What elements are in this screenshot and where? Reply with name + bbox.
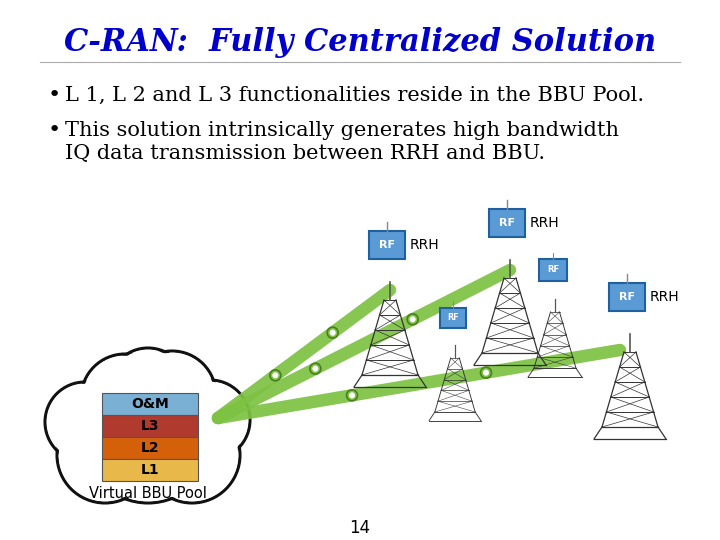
Circle shape bbox=[72, 379, 144, 451]
Circle shape bbox=[48, 384, 122, 460]
Text: •: • bbox=[48, 85, 61, 105]
Circle shape bbox=[86, 375, 210, 501]
Circle shape bbox=[144, 407, 240, 503]
FancyBboxPatch shape bbox=[609, 283, 645, 311]
Text: L3: L3 bbox=[140, 419, 159, 433]
Text: IQ data transmission between RRH and BBU.: IQ data transmission between RRH and BBU… bbox=[65, 144, 545, 163]
Circle shape bbox=[81, 354, 169, 442]
Circle shape bbox=[146, 409, 238, 501]
Circle shape bbox=[45, 382, 125, 462]
Bar bbox=[102, 459, 198, 481]
Text: L1: L1 bbox=[140, 463, 159, 477]
Circle shape bbox=[346, 390, 358, 401]
FancyBboxPatch shape bbox=[440, 308, 467, 328]
Circle shape bbox=[57, 407, 153, 503]
FancyBboxPatch shape bbox=[369, 231, 405, 259]
Text: This solution intrinsically generates high bandwidth: This solution intrinsically generates hi… bbox=[65, 120, 619, 139]
Circle shape bbox=[108, 348, 188, 428]
Text: RF: RF bbox=[447, 314, 459, 322]
Circle shape bbox=[327, 327, 338, 338]
Text: •: • bbox=[48, 120, 61, 140]
Text: RF: RF bbox=[379, 240, 395, 250]
Circle shape bbox=[152, 379, 224, 451]
Text: L 1, L 2 and L 3 functionalities reside in the BBU Pool.: L 1, L 2 and L 3 functionalities reside … bbox=[65, 85, 644, 105]
Circle shape bbox=[130, 354, 214, 436]
Text: RF: RF bbox=[619, 292, 635, 302]
Circle shape bbox=[170, 380, 250, 460]
Circle shape bbox=[110, 350, 186, 426]
Circle shape bbox=[410, 316, 415, 322]
Text: RRH: RRH bbox=[410, 238, 440, 252]
Circle shape bbox=[312, 366, 318, 372]
Bar bbox=[102, 393, 198, 415]
Text: Virtual BBU Pool: Virtual BBU Pool bbox=[89, 487, 207, 502]
Circle shape bbox=[349, 392, 355, 399]
Text: 14: 14 bbox=[349, 519, 371, 537]
Text: L2: L2 bbox=[140, 441, 159, 455]
FancyBboxPatch shape bbox=[489, 209, 525, 237]
Text: RRH: RRH bbox=[530, 216, 559, 230]
Bar bbox=[102, 415, 198, 437]
Circle shape bbox=[128, 351, 216, 439]
Circle shape bbox=[155, 381, 222, 449]
Circle shape bbox=[173, 382, 248, 457]
Text: C-RAN:  Fully Centralized Solution: C-RAN: Fully Centralized Solution bbox=[64, 26, 656, 57]
Circle shape bbox=[270, 370, 281, 381]
Circle shape bbox=[83, 373, 213, 503]
Circle shape bbox=[483, 370, 489, 376]
Text: RRH: RRH bbox=[650, 290, 680, 304]
Circle shape bbox=[330, 329, 336, 336]
FancyBboxPatch shape bbox=[539, 259, 567, 281]
Text: RF: RF bbox=[547, 266, 559, 274]
Circle shape bbox=[480, 367, 492, 378]
Circle shape bbox=[84, 356, 166, 440]
Circle shape bbox=[310, 363, 321, 374]
Circle shape bbox=[272, 372, 279, 379]
Text: O&M: O&M bbox=[131, 397, 169, 411]
Circle shape bbox=[60, 409, 150, 501]
Circle shape bbox=[74, 381, 142, 449]
Circle shape bbox=[408, 314, 418, 325]
Text: RF: RF bbox=[499, 218, 515, 228]
Bar bbox=[102, 437, 198, 459]
